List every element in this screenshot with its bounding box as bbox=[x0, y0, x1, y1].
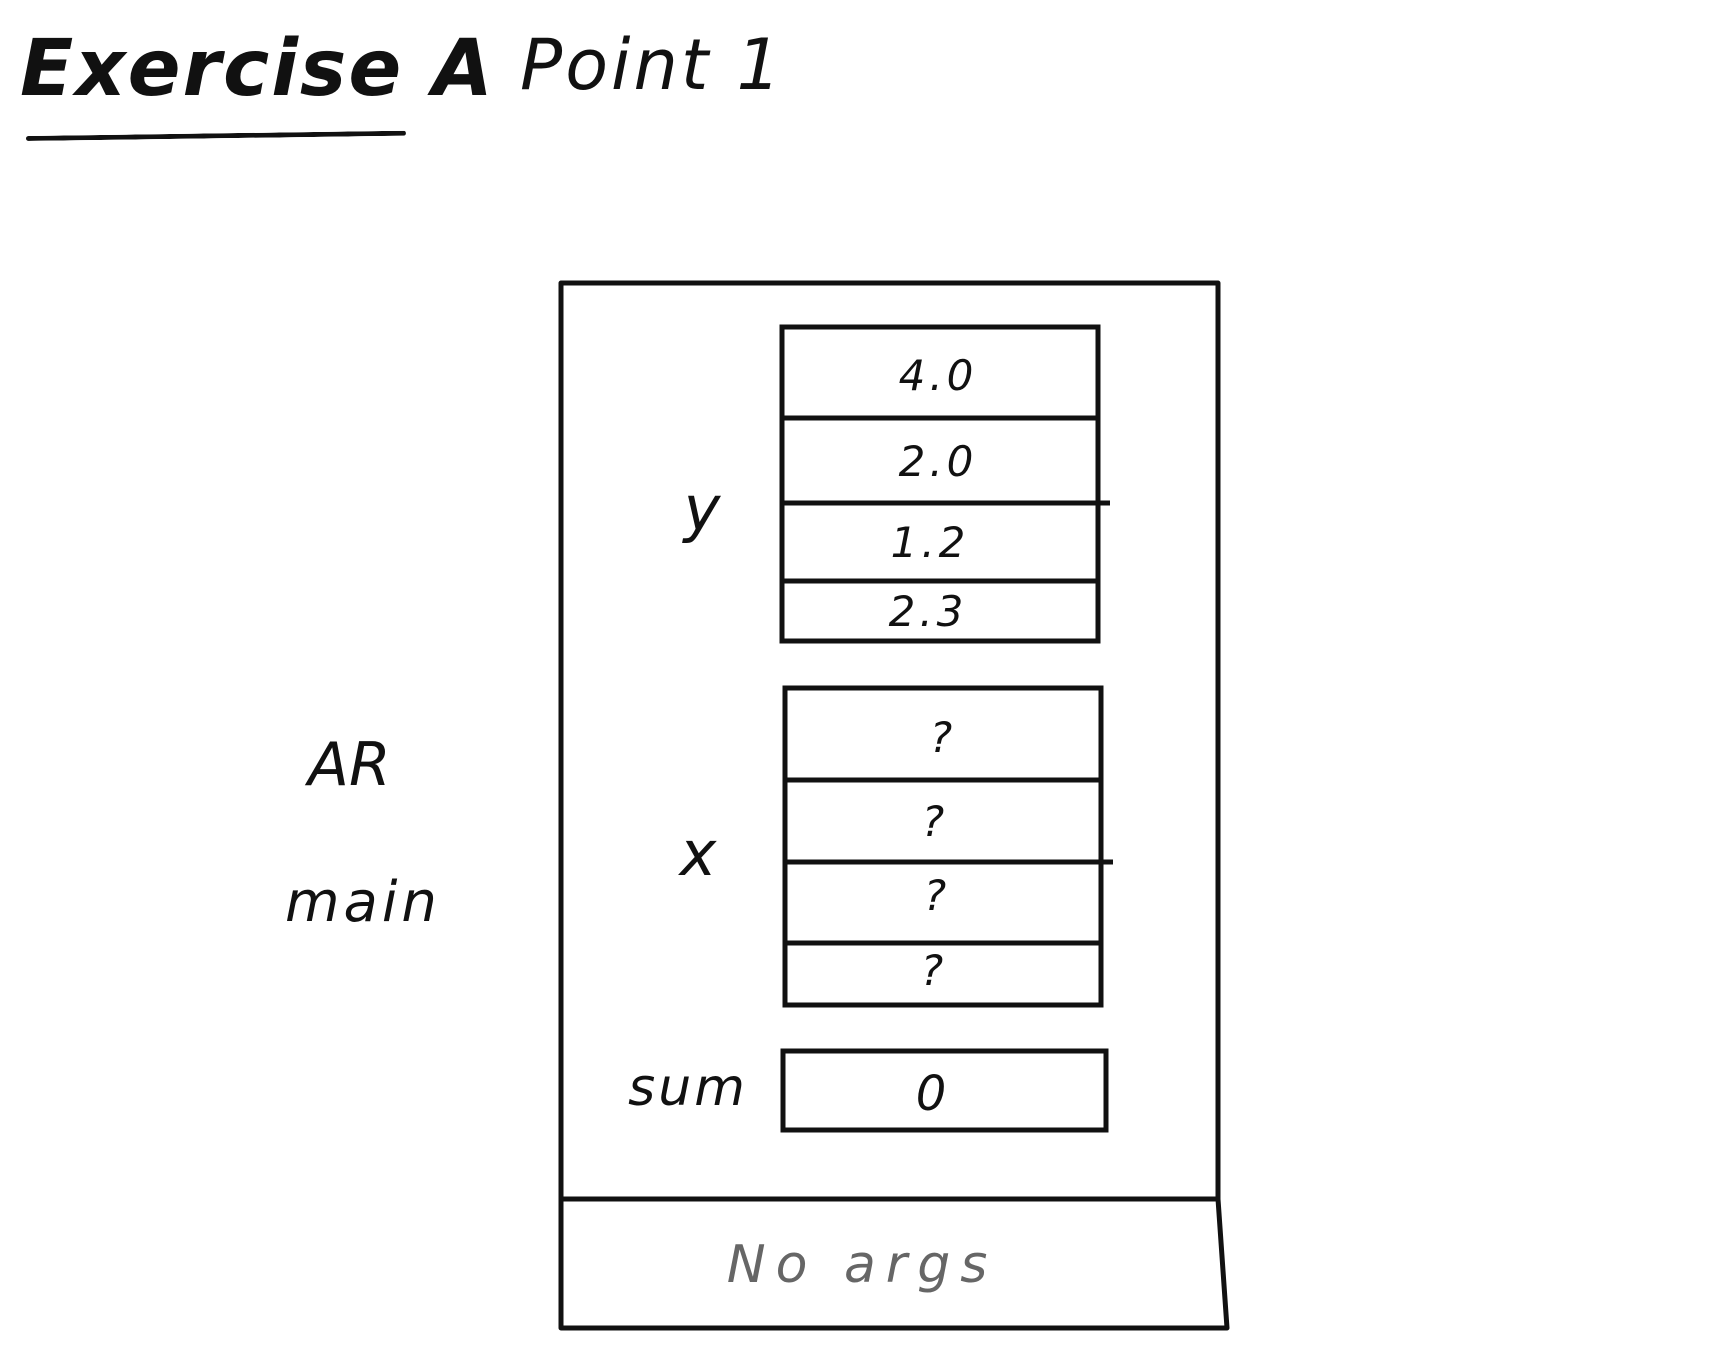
var-y-label: y bbox=[682, 472, 722, 545]
array-y-cell-3: 2.3 bbox=[889, 587, 968, 636]
array-x-cell-3: ? bbox=[921, 946, 947, 995]
array-x-cell-1: ? bbox=[922, 797, 948, 846]
stack-frame-box bbox=[558, 280, 1230, 1331]
array-x-box bbox=[782, 685, 1104, 1008]
array-x: ? ? ? ? bbox=[782, 685, 1113, 1008]
activation-record-name: main bbox=[285, 870, 441, 935]
var-x-label: x bbox=[678, 817, 718, 890]
var-sum-label: sum bbox=[628, 1058, 748, 1118]
sum-value: 0 bbox=[916, 1066, 951, 1122]
array-x-cell-0: ? bbox=[930, 713, 956, 762]
point-label: Point 1 bbox=[520, 24, 785, 106]
array-y-cell-0: 4.0 bbox=[899, 351, 978, 400]
array-y: 4.0 2.0 1.2 2.3 bbox=[779, 324, 1110, 644]
array-y-cell-1: 2.0 bbox=[899, 437, 978, 486]
activation-record-label: AR bbox=[308, 730, 391, 800]
array-y-cell-2: 1.2 bbox=[891, 518, 970, 567]
args-text: No args bbox=[727, 1235, 998, 1295]
sum-box bbox=[780, 1048, 1109, 1133]
array-x-cell-2: ? bbox=[924, 871, 950, 920]
exercise-title: Exercise A bbox=[20, 24, 495, 114]
array-y-box bbox=[779, 324, 1101, 644]
